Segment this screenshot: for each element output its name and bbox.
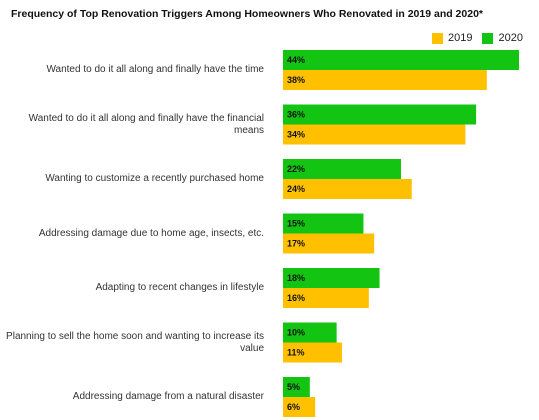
bar-2019-adapting-to-recent-changes-in- xyxy=(283,288,369,308)
category-label: Addressing damage from a natural disaste… xyxy=(72,391,264,402)
data-label-2020: 5% xyxy=(287,382,300,392)
data-label-2019: 6% xyxy=(287,402,300,412)
bar-2019-wanting-to-customize-a-recentl xyxy=(283,179,412,199)
legend: 2019 2020 xyxy=(432,32,533,44)
bar-2019-wanted-to-do-it-all-along-and- xyxy=(283,124,466,145)
data-label-2019: 16% xyxy=(287,293,305,303)
bar-2019-wanted-to-do-it-all-along-and- xyxy=(283,70,487,90)
data-label-2019: 38% xyxy=(287,75,305,85)
data-label-2020: 15% xyxy=(287,219,305,229)
chart-title: Frequency of Top Renovation Triggers Amo… xyxy=(11,8,484,20)
data-label-2019: 34% xyxy=(287,130,305,140)
legend-label-2020: 2020 xyxy=(498,32,523,44)
category-label: Adapting to recent changes in lifestyle xyxy=(95,282,264,293)
data-label-2019: 11% xyxy=(287,348,305,358)
data-label-2020: 36% xyxy=(287,110,305,120)
data-label-2020: 22% xyxy=(287,164,305,174)
category-label: Addressing damage due to home age, insec… xyxy=(38,227,264,239)
data-label-2020: 18% xyxy=(287,273,305,283)
bar-2019-planning-to-sell-the-home-soon xyxy=(283,342,342,363)
data-label-2020: 44% xyxy=(287,55,305,65)
bar-2020-addressing-damage-from-a-natur xyxy=(283,377,310,397)
bar-2020-adapting-to-recent-changes-in- xyxy=(283,268,380,288)
legend-label-2019: 2019 xyxy=(448,32,473,44)
bar-2020-wanted-to-do-it-all-along-and- xyxy=(283,50,519,70)
legend-swatch-2020 xyxy=(482,32,494,44)
data-label-2019: 17% xyxy=(287,239,305,249)
legend-swatch-2019 xyxy=(432,32,443,44)
bar-2020-wanting-to-customize-a-recentl xyxy=(283,159,401,179)
category-label: Wanted to do it all along and finally ha… xyxy=(28,112,264,136)
bar-2019-addressing-damage-from-a-natur xyxy=(283,397,316,417)
bar-2020-addressing-damage-due-to-home- xyxy=(283,213,364,234)
data-label-2019: 24% xyxy=(287,184,305,194)
bar-2019-addressing-damage-due-to-home- xyxy=(283,233,375,254)
category-label: Wanting to customize a recently purchase… xyxy=(45,173,264,184)
bar-2020-planning-to-sell-the-home-soon xyxy=(283,322,337,343)
legend-item-2019: 2019 xyxy=(432,32,472,44)
category-label: Planning to sell the home soon and wanti… xyxy=(6,330,264,354)
bar-2020-wanted-to-do-it-all-along-and- xyxy=(283,104,477,125)
category-label: Wanted to do it all along and finally ha… xyxy=(46,64,264,75)
data-label-2020: 10% xyxy=(287,328,305,338)
legend-item-2020: 2020 xyxy=(482,32,523,44)
